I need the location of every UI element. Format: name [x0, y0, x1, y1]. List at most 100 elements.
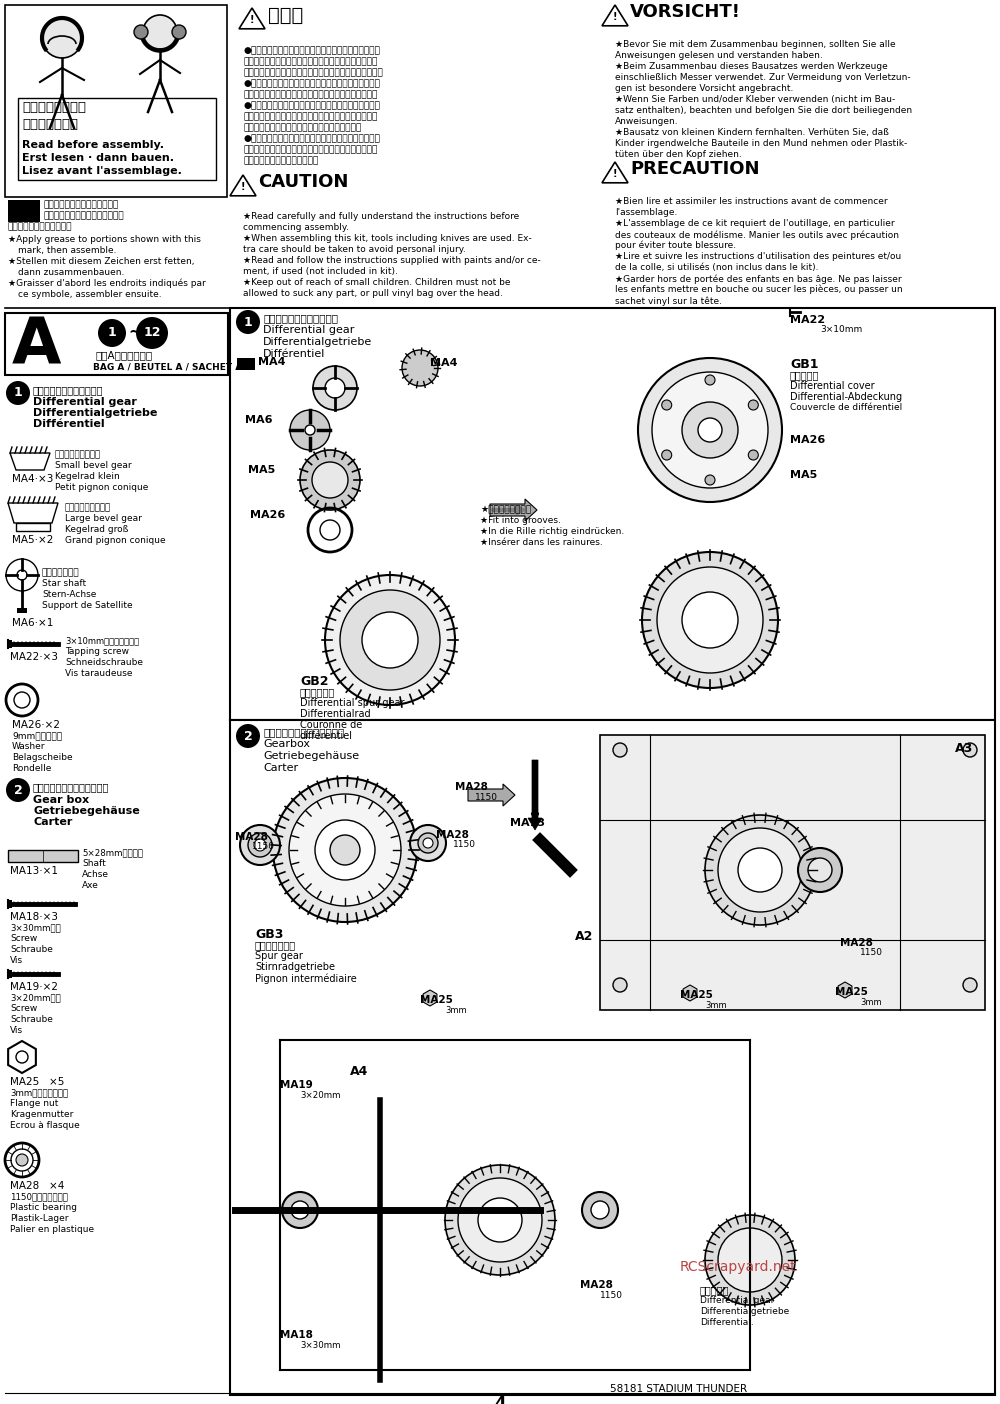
Text: !: ! [613, 11, 617, 21]
Text: A4: A4 [350, 1066, 368, 1078]
Text: de la colle, si utilisés (non inclus dans le kit).: de la colle, si utilisés (non inclus dan… [615, 263, 818, 272]
Text: Couvercle de différentiel: Couvercle de différentiel [790, 403, 902, 411]
Text: Differentialgetriebe: Differentialgetriebe [33, 409, 157, 418]
Text: !: ! [241, 181, 245, 192]
Text: Carter: Carter [263, 762, 298, 774]
Text: 説明書を最後までお読み下さい。また、小学生などの低: 説明書を最後までお読み下さい。また、小学生などの低 [243, 58, 377, 66]
Bar [17, 608, 27, 614]
Text: 3mmフランジナット: 3mmフランジナット [10, 1088, 68, 1097]
Text: Screw: Screw [10, 1004, 37, 1014]
FancyArrow shape [528, 760, 542, 830]
Circle shape [340, 590, 440, 689]
Circle shape [478, 1198, 522, 1243]
Text: ベベルシャフト: ベベルシャフト [42, 569, 80, 577]
Text: MA5: MA5 [790, 470, 817, 480]
Circle shape [642, 552, 778, 688]
Text: tüten über den Kopf ziehen.: tüten über den Kopf ziehen. [615, 150, 742, 159]
Circle shape [705, 1214, 795, 1304]
Circle shape [143, 15, 177, 49]
Text: Differentialgetriebe: Differentialgetriebe [263, 337, 372, 347]
Text: MA22·×3: MA22·×3 [10, 651, 58, 663]
Circle shape [652, 372, 768, 489]
Text: allowed to suck any part, or pull vinyl bag over the head.: allowed to suck any part, or pull vinyl … [243, 289, 503, 298]
Circle shape [402, 350, 438, 386]
Text: MA5·×2: MA5·×2 [12, 535, 53, 545]
Circle shape [748, 451, 758, 461]
Circle shape [315, 820, 375, 880]
Text: Star shaft: Star shaft [42, 578, 86, 588]
Text: 〈デフギヤーのくみたて〉: 〈デフギヤーのくみたて〉 [263, 313, 338, 323]
Text: MA22: MA22 [790, 314, 825, 324]
Text: 袋詰Aを使用します: 袋詰Aを使用します [95, 350, 152, 359]
Text: Differential gear: Differential gear [33, 397, 137, 407]
Text: 3×10mmタッピングビス: 3×10mmタッピングビス [65, 636, 139, 644]
Text: ★Beim Zusammenbau dieses Bausatzes werden Werkzeuge: ★Beim Zusammenbau dieses Bausatzes werde… [615, 62, 888, 72]
Bar [18, 98, 216, 180]
Text: Getriebegehäuse: Getriebegehäuse [33, 806, 140, 816]
Text: ドライブギヤー: ドライブギヤー [255, 941, 296, 951]
Circle shape [6, 380, 30, 404]
Circle shape [613, 979, 627, 993]
Text: Shaft: Shaft [82, 859, 106, 868]
Text: ●接着剤や塗料は、使用する前にそれぞれの注意書きを: ●接着剤や塗料は、使用する前にそれぞれの注意書きを [243, 101, 380, 110]
Text: 3mm: 3mm [705, 1001, 727, 1009]
Circle shape [445, 1165, 555, 1275]
Text: Couronne de: Couronne de [300, 720, 362, 730]
Text: MA26: MA26 [790, 435, 825, 445]
Text: MA18: MA18 [280, 1330, 313, 1339]
Circle shape [236, 310, 260, 334]
Text: Gear box: Gear box [33, 795, 89, 804]
Text: 注　意: 注 意 [268, 6, 303, 25]
Circle shape [682, 402, 738, 458]
Text: l'assemblage.: l'assemblage. [615, 208, 677, 218]
Text: Gearbox: Gearbox [263, 739, 310, 748]
Circle shape [16, 1154, 28, 1165]
Polygon shape [8, 900, 12, 908]
Text: Vis taraudeuse: Vis taraudeuse [65, 668, 132, 678]
Text: よく読み、指示に従って正しく使用して下さい。また、: よく読み、指示に従って正しく使用して下さい。また、 [243, 112, 377, 121]
Text: Petit pignon conique: Petit pignon conique [55, 483, 148, 491]
Circle shape [698, 418, 722, 442]
Text: des couteaux de modélisme. Manier les outils avec précaution: des couteaux de modélisme. Manier les ou… [615, 230, 899, 240]
Text: デフキャリア: デフキャリア [300, 687, 335, 696]
Text: GB3: GB3 [255, 928, 283, 941]
Text: Tapping screw: Tapping screw [65, 647, 129, 656]
Text: !: ! [613, 168, 617, 178]
Text: Rondelle: Rondelle [12, 764, 51, 774]
Text: MA25   ×5: MA25 ×5 [10, 1077, 64, 1087]
Text: MA4·×3: MA4·×3 [12, 475, 53, 484]
Text: MA28: MA28 [436, 830, 469, 840]
Text: 58181 STADIUM THUNDER: 58181 STADIUM THUNDER [610, 1384, 747, 1394]
Polygon shape [8, 970, 12, 979]
Text: Erst lesen · dann bauen.: Erst lesen · dann bauen. [22, 153, 174, 163]
Circle shape [418, 833, 438, 854]
Circle shape [325, 576, 455, 705]
Text: CAUTION: CAUTION [258, 173, 348, 191]
Circle shape [136, 317, 168, 350]
Text: commencing assembly.: commencing assembly. [243, 223, 349, 232]
Circle shape [312, 462, 348, 498]
Text: 3mm: 3mm [860, 998, 882, 1007]
Text: 1150: 1150 [860, 948, 883, 958]
Text: ★When assembling this kit, tools including knives are used. Ex-: ★When assembling this kit, tools includi… [243, 234, 532, 243]
Text: MA5: MA5 [248, 465, 275, 475]
Text: 1: 1 [108, 327, 116, 340]
Circle shape [718, 1228, 782, 1292]
Circle shape [657, 567, 763, 673]
Text: Lisez avant l'assemblage.: Lisez avant l'assemblage. [22, 166, 182, 176]
Text: Palier en plastique: Palier en plastique [10, 1226, 94, 1234]
Text: ce symbole, assembler ensuite.: ce symbole, assembler ensuite. [18, 291, 162, 299]
Text: Differential-Abdeckung: Differential-Abdeckung [790, 392, 902, 402]
Circle shape [330, 835, 360, 865]
Text: ★Wenn Sie Farben und/oder Kleber verwenden (nicht im Bau-: ★Wenn Sie Farben und/oder Kleber verwend… [615, 95, 895, 104]
Text: プして組み込んで下さい。: プして組み込んで下さい。 [8, 222, 72, 232]
Circle shape [582, 1192, 618, 1228]
Circle shape [98, 319, 126, 347]
Text: !: ! [250, 14, 254, 25]
Text: ★Graisser d'abord les endroits indiqués par: ★Graisser d'abord les endroits indiqués … [8, 279, 206, 288]
Text: 3mm: 3mm [445, 1007, 467, 1015]
Circle shape [963, 979, 977, 993]
Text: différentiel: différentiel [300, 731, 353, 741]
Text: mark, then assemble.: mark, then assemble. [18, 246, 116, 256]
Circle shape [134, 25, 148, 39]
